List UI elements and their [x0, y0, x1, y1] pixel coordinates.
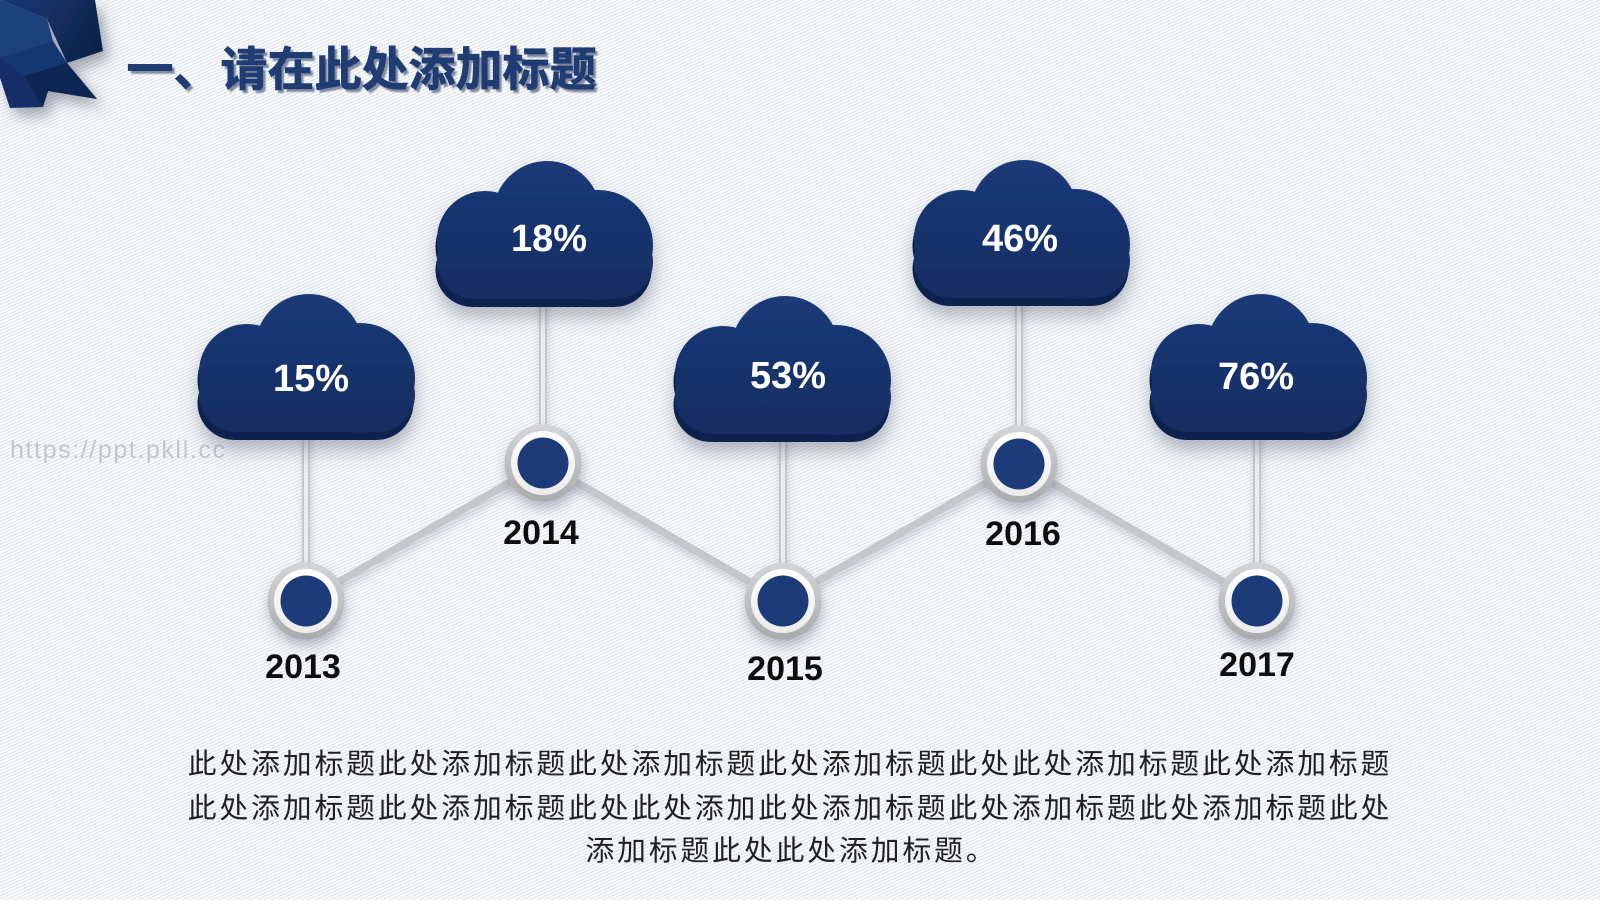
svg-text:53%: 53% [750, 355, 826, 397]
svg-text:2015: 2015 [747, 650, 823, 688]
svg-text:18%: 18% [511, 218, 587, 260]
svg-text:76%: 76% [1218, 356, 1294, 398]
svg-text:2017: 2017 [1219, 646, 1295, 684]
svg-text:2016: 2016 [985, 515, 1061, 553]
svg-text:https://ppt.pkll.cc: https://ppt.pkll.cc [10, 436, 227, 464]
svg-text:15%: 15% [273, 358, 349, 400]
svg-text:2013: 2013 [265, 648, 341, 686]
svg-text:2014: 2014 [503, 514, 579, 552]
svg-text:46%: 46% [982, 218, 1058, 260]
